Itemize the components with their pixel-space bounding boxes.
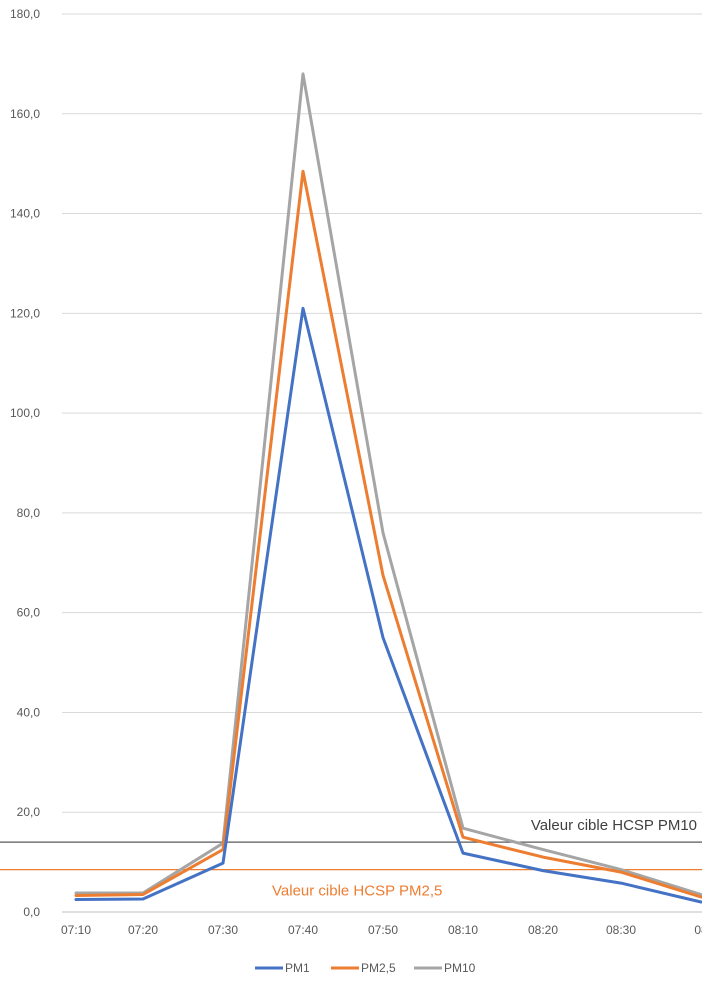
x-tick-label: 07:40 bbox=[288, 923, 318, 937]
y-tick-label: 40,0 bbox=[17, 705, 41, 719]
pm25-target-label: Valeur cible HCSP PM2,5 bbox=[272, 883, 442, 900]
x-tick-label: 07:20 bbox=[128, 923, 158, 937]
legend-label: PM2,5 bbox=[361, 961, 396, 975]
y-tick-label: 100,0 bbox=[10, 406, 40, 420]
x-tick-label: 08:20 bbox=[528, 923, 558, 937]
legend-label: PM1 bbox=[285, 961, 310, 975]
pm10-target-label: Valeur cible HCSP PM10 bbox=[531, 817, 697, 834]
y-tick-label: 160,0 bbox=[10, 107, 40, 121]
y-tick-label: 60,0 bbox=[17, 606, 41, 620]
x-tick-label: 07:30 bbox=[208, 923, 238, 937]
y-tick-label: 20,0 bbox=[17, 805, 41, 819]
x-tick-label: 07:50 bbox=[368, 923, 398, 937]
y-tick-label: 140,0 bbox=[10, 207, 40, 221]
x-tick-label: 08 bbox=[694, 923, 702, 937]
x-tick-label: 08:10 bbox=[448, 923, 478, 937]
series-line bbox=[74, 169, 702, 899]
series-line bbox=[74, 306, 702, 904]
y-tick-label: 180,0 bbox=[10, 7, 40, 21]
y-tick-label: 80,0 bbox=[17, 506, 41, 520]
x-tick-label: 07:10 bbox=[61, 923, 91, 937]
y-tick-label: 120,0 bbox=[10, 306, 40, 320]
series-line bbox=[74, 72, 702, 896]
y-tick-label: 0,0 bbox=[23, 905, 40, 919]
legend-label: PM10 bbox=[444, 961, 476, 975]
x-tick-label: 08:30 bbox=[606, 923, 636, 937]
